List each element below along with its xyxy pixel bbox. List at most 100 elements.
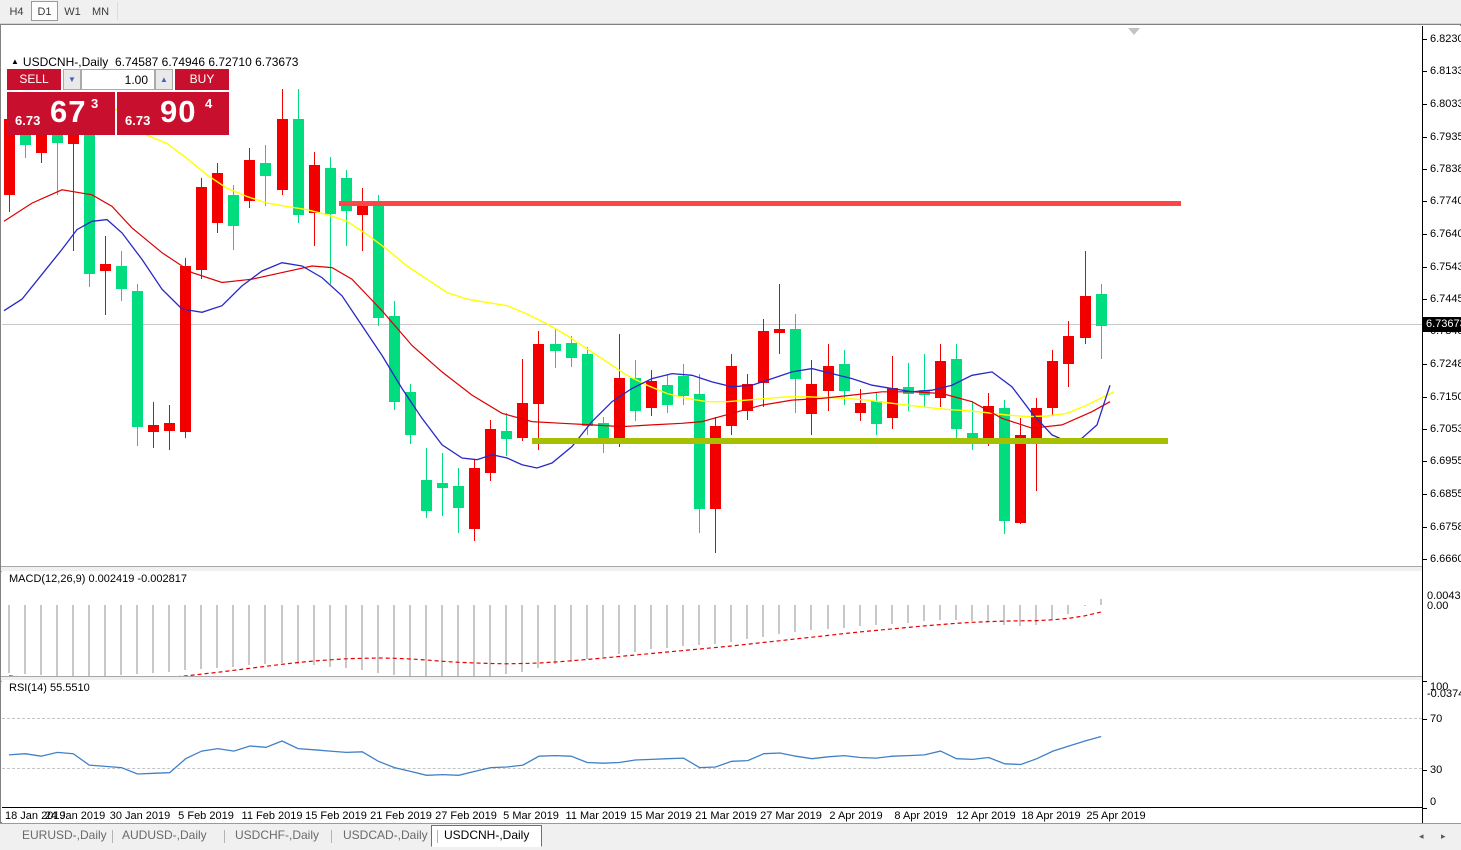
candle-body [774,329,785,333]
price-axis-label: 6.76405 [1430,228,1461,240]
rsi-axis-label: 0 [1430,796,1437,808]
candle-body [935,361,946,398]
date-label: 15 Mar 2019 [630,810,692,822]
date-label: 12 Apr 2019 [956,810,1016,822]
date-label: 30 Jan 2019 [109,810,171,822]
candle-wick [522,359,523,442]
chart-title: ▲ USDCNH-,Daily 6.74587 6.74946 6.72710 6… [11,55,298,69]
candle-body [405,392,416,435]
candle-body [453,486,464,508]
timeframe-button-h4[interactable]: H4 [3,1,30,21]
macd-histogram-bar [1067,605,1069,614]
volume-input[interactable] [81,69,155,90]
candle-body [678,376,689,396]
rsi-axis-tick [1423,719,1427,720]
date-label: 21 Mar 2019 [695,810,757,822]
price-axis-label: 6.68555 [1430,488,1461,500]
resistance-line[interactable] [339,201,1181,206]
date-label: 18 Jan 2019 [5,810,66,822]
price-axis-label: 6.69555 [1430,455,1461,467]
macd-histogram-bar [827,605,829,629]
candle-body [533,344,544,404]
macd-histogram-bar [216,605,218,668]
date-label: 11 Feb 2019 [241,810,303,822]
buy-button[interactable]: BUY [175,69,229,90]
candle-body [341,178,352,211]
macd-histogram-bar [200,605,202,669]
candle-body [726,366,737,426]
candle-body [293,119,304,215]
buy-price-panel[interactable]: 6.73 90 4 [117,92,229,135]
title-triangle-icon[interactable]: ▲ [11,57,19,66]
sell-price-main: 67 [50,94,87,129]
candle-body [148,425,159,432]
date-label: 18 Apr 2019 [1021,810,1081,822]
price-axis-tick [1423,397,1427,398]
chart-tab-usdchf[interactable]: USDCHF-,Daily [235,828,319,842]
price-axis-label: 6.66605 [1430,553,1461,565]
price-axis-label: 6.80330 [1430,98,1461,110]
macd-histogram-bar [602,605,604,657]
rsi-label: RSI(14) 55.5510 [9,682,90,694]
timeframe-button-w1[interactable]: W1 [59,1,86,21]
macd-histogram-bar [586,605,588,659]
macd-histogram-bar [361,605,363,670]
macd-histogram-bar [281,605,283,663]
price-axis-tick [1423,234,1427,235]
rsi-level-line [2,718,1422,719]
chart-tab-audusd[interactable]: AUDUSD-,Daily [122,828,207,842]
candle-body [1015,435,1026,523]
macd-histogram-bar [971,605,973,621]
candle-wick [362,188,363,251]
macd-histogram-bar [666,605,668,648]
chart-symbol-period: USDCNH-,Daily [22,55,109,69]
macd-histogram-bar [730,605,732,642]
macd-axis-min-label: -0.03746 [1427,688,1461,701]
sell-price-panel[interactable]: 6.73 67 3 [7,92,115,135]
support-line[interactable] [532,438,1168,444]
timeframe-button-mn[interactable]: MN [87,1,114,21]
price-axis-tick [1423,527,1427,528]
candle-body [116,266,127,289]
tab-separator [437,830,438,843]
volume-decrease-button[interactable]: ▼ [63,69,81,90]
sell-button[interactable]: SELL [7,69,61,90]
chart-tab-usdcad[interactable]: USDCAD-,Daily [343,828,428,842]
volume-increase-button[interactable]: ▲ [155,69,173,90]
chart-tab-bar: EURUSD-,Daily AUDUSD-,Daily USDCHF-,Daily U… [0,823,1461,850]
macd-histogram-bar [457,605,459,676]
sell-price-sup: 3 [91,96,99,111]
rsi-axis-tick [1423,770,1427,771]
macd-histogram-bar [570,605,572,662]
macd-axis-max-label: 0.004319 [1427,590,1461,603]
macd-histogram-bar [891,605,893,624]
date-label: 21 Feb 2019 [370,810,432,822]
candle-body [871,401,882,424]
candle-body [790,329,801,379]
chart-shift-marker-icon[interactable] [1128,28,1140,35]
timeframe-button-d1[interactable]: D1 [31,1,58,21]
date-label: 25 Apr 2019 [1086,810,1146,822]
candle-body [373,205,384,318]
tabs-scroll-right-icon[interactable]: ▸ [1441,831,1446,841]
macd-histogram-bar [794,605,796,632]
candle-body [983,406,994,438]
price-axis-tick [1423,429,1427,430]
chart-up-arrow-icon: ▲ [160,75,168,84]
buy-price-main: 90 [160,94,197,129]
tabs-scroll-left-icon[interactable]: ◂ [1419,831,1424,841]
candle-body [325,168,336,214]
macd-histogram-bar [184,605,186,670]
candle-body [212,173,223,223]
chart-tab-usdcnh[interactable]: USDCNH-,Daily [431,825,543,847]
ma-mid-red-line [3,189,1111,429]
chart-tab-eurusd[interactable]: EURUSD-,Daily [22,828,107,842]
price-axis-label: 6.78380 [1430,163,1461,175]
candle-body [277,119,288,190]
macd-histogram-bar [923,605,925,621]
sell-price-prefix: 6.73 [15,113,41,128]
candle-body [164,423,175,431]
main-chart-pane [2,26,1422,567]
tab-separator [331,830,332,843]
